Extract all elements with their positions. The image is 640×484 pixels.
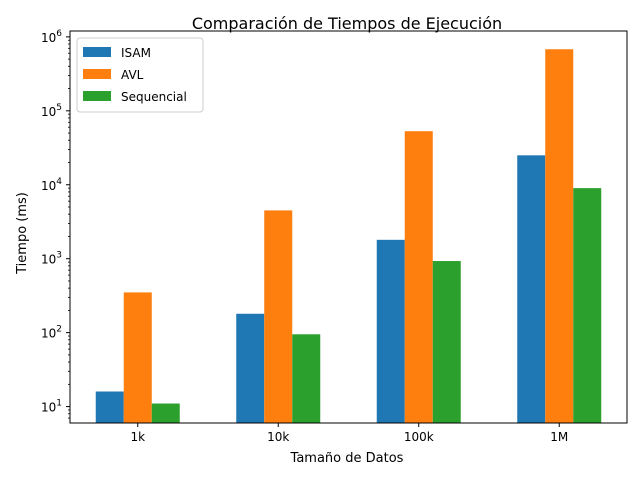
bar-avl-10k xyxy=(264,210,293,423)
x-tick-label: 1k xyxy=(130,430,145,444)
legend-label: Sequencial xyxy=(121,90,187,104)
bar-avl-1m xyxy=(545,49,574,424)
plot-frame xyxy=(69,30,628,424)
y-tick-label: 106 xyxy=(41,29,62,45)
x-axis-label: Tamaño de Datos xyxy=(290,451,404,466)
y-tick-label: 101 xyxy=(41,399,62,415)
bar-sequencial-1k xyxy=(151,403,180,423)
legend-swatch xyxy=(83,69,111,79)
y-tick-label: 104 xyxy=(41,177,62,193)
legend-swatch xyxy=(83,91,111,101)
bar-sequencial-100k xyxy=(432,261,461,423)
x-tick-label: 100k xyxy=(404,430,434,444)
bar-isam-100k xyxy=(376,239,405,423)
x-tick-label: 1M xyxy=(550,430,568,444)
bar-isam-1k xyxy=(95,391,124,423)
x-tick-label: 10k xyxy=(267,430,289,444)
bar-avl-1k xyxy=(123,292,152,423)
y-tick-label: 103 xyxy=(41,251,62,267)
legend-label: ISAM xyxy=(121,46,151,60)
chart-title: Comparación de Tiempos de Ejecución xyxy=(192,14,502,33)
y-tick-label: 105 xyxy=(41,103,62,119)
chart-axes: 1k 10k 100k 1M 101 102 103 104 105 106 xyxy=(41,29,628,444)
bar-isam-1m xyxy=(517,155,546,423)
chart-marks xyxy=(95,49,602,424)
bar-isam-10k xyxy=(236,313,265,423)
bar-sequencial-1m xyxy=(573,188,602,423)
legend-label: AVL xyxy=(121,68,144,82)
y-tick-label: 102 xyxy=(41,325,62,341)
y-axis-label: Tiempo (ms) xyxy=(15,192,30,275)
legend: ISAM AVL Sequencial xyxy=(76,37,204,113)
bar-avl-100k xyxy=(404,131,433,423)
bar-sequencial-10k xyxy=(292,334,321,423)
legend-swatch xyxy=(83,47,111,57)
